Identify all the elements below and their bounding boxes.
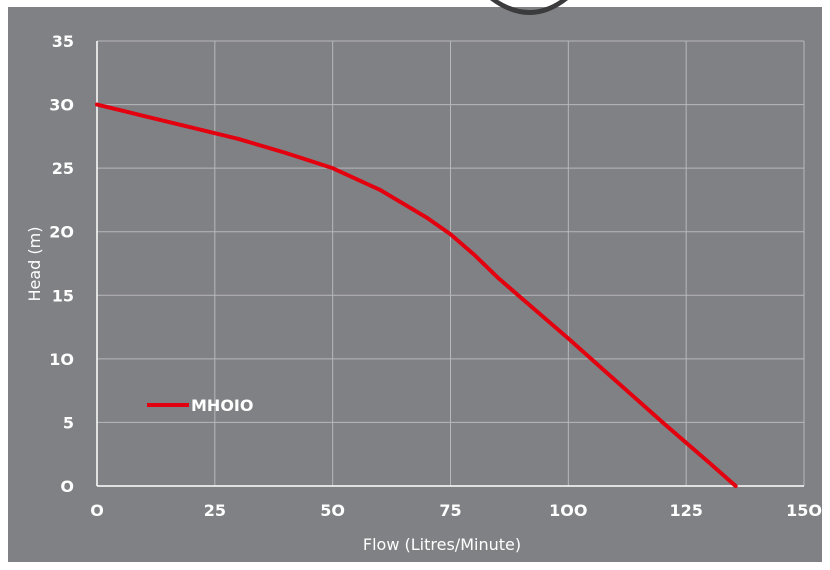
y-tick-label: 35 bbox=[52, 32, 74, 51]
series-line bbox=[95, 102, 738, 488]
y-tick-label: 2O bbox=[49, 223, 74, 242]
x-tick-label: 25 bbox=[204, 501, 226, 520]
legend-label: MHOIO bbox=[191, 396, 253, 415]
tick-labels: O 25 5O 75 1OO 125 15O O 5 1O 15 2O 25 3O 35 bbox=[49, 32, 822, 520]
x-tick-label: 1OO bbox=[549, 501, 587, 520]
y-tick-label: 1O bbox=[49, 350, 74, 369]
grid-lines bbox=[96, 40, 805, 487]
y-tick-label: 15 bbox=[52, 286, 74, 305]
x-tick-label: 125 bbox=[669, 501, 702, 520]
x-tick-label: O bbox=[90, 501, 104, 520]
legend: MHOIO bbox=[147, 396, 253, 415]
y-tick-label: 5 bbox=[63, 413, 74, 432]
y-tick-label: 25 bbox=[52, 159, 74, 178]
y-axis-title: Head (m) bbox=[25, 227, 44, 302]
x-axis-title: Flow (Litres/Minute) bbox=[363, 535, 521, 554]
y-tick-label: 3O bbox=[49, 96, 74, 115]
logo-mark bbox=[490, 0, 568, 15]
series-lines bbox=[95, 102, 738, 488]
x-tick-label: 5O bbox=[320, 501, 345, 520]
x-tick-label: 15O bbox=[786, 501, 822, 520]
y-tick-label: O bbox=[60, 477, 74, 496]
x-tick-label: 75 bbox=[439, 501, 461, 520]
